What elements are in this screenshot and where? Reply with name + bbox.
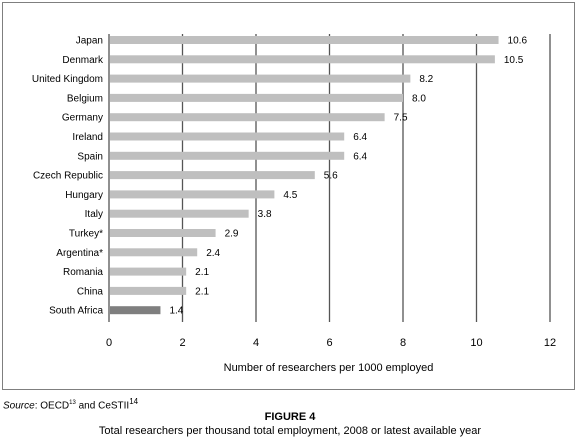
bar	[110, 248, 198, 257]
bar	[110, 36, 499, 44]
figure-caption: Total researchers per thousand total emp…	[98, 425, 482, 437]
category-label: Japan	[76, 36, 103, 47]
category-label: China	[77, 286, 104, 297]
data-label: 10.6	[508, 36, 528, 47]
bar	[110, 190, 275, 199]
category-label: Turkey*	[69, 229, 103, 240]
data-label: 2.1	[195, 286, 209, 297]
category-label: South Africa	[49, 306, 103, 317]
data-label: 1.4	[169, 306, 183, 317]
data-label: 10.5	[504, 55, 524, 66]
data-label: 2.1	[195, 267, 209, 278]
bar-chart: 0 2 4 6 8 10 12 Japan 10.6 Denmark 10.5 United King…	[32, 34, 556, 374]
source-and: and	[75, 400, 99, 412]
category-label: Denmark	[62, 55, 104, 66]
category-label: Spain	[77, 151, 103, 162]
chart-frame	[2, 2, 575, 390]
data-label: 3.8	[258, 209, 272, 220]
data-label: 6.4	[353, 151, 367, 162]
data-label: 5.6	[324, 171, 338, 182]
category-label: Hungary	[65, 190, 103, 201]
bar	[110, 93, 403, 102]
data-label: 6.4	[353, 132, 367, 143]
bar	[110, 306, 161, 315]
x-tick-label: 0	[106, 337, 112, 349]
category-label: Argentina*	[56, 248, 103, 259]
x-tick-label: 2	[179, 337, 185, 349]
x-tick-label: 4	[253, 337, 259, 349]
source-cestii-ref: 14	[129, 397, 139, 406]
data-label: 8.2	[419, 74, 433, 85]
x-tick-label: 12	[544, 337, 556, 349]
labels: 0 2 4 6 8 10 12 Japan 10.6 Denmark 10.5 United King…	[32, 36, 556, 350]
category-label: Belgium	[67, 93, 103, 104]
bar	[110, 151, 345, 160]
category-label: Czech Republic	[33, 171, 103, 182]
category-label: United Kingdom	[32, 74, 103, 85]
source-oecd: OECD	[40, 400, 70, 412]
bar	[110, 286, 187, 295]
x-tick-label: 6	[326, 337, 332, 349]
figure-label: FIGURE 4	[264, 411, 316, 423]
source-label: Source	[3, 400, 35, 412]
bar	[110, 171, 315, 180]
category-label: Romania	[63, 267, 103, 278]
source-note: Source: OECD13 and CeSTII14	[3, 397, 138, 411]
data-label: 8.0	[412, 93, 426, 104]
bar	[110, 267, 187, 276]
x-tick-label: 10	[470, 337, 482, 349]
bar	[110, 229, 216, 237]
x-tick-label: 8	[400, 337, 406, 349]
source-cestii: CeSTII	[98, 400, 130, 412]
category-label: Ireland	[72, 132, 103, 143]
bar	[110, 74, 411, 83]
data-label: 2.4	[206, 248, 220, 259]
bar	[110, 113, 385, 122]
bar	[110, 132, 345, 141]
source-separator: :	[34, 400, 41, 412]
source-oecd-ref: 13	[69, 400, 76, 406]
data-label: 2.9	[225, 229, 239, 240]
bar	[110, 209, 249, 218]
category-label: Germany	[62, 113, 103, 124]
data-label: 7.5	[394, 113, 408, 124]
bars	[110, 36, 499, 315]
data-label: 4.5	[283, 190, 297, 201]
bar	[110, 55, 495, 64]
x-axis-title: Number of researchers per 1000 employed	[224, 362, 434, 374]
category-label: Italy	[85, 209, 103, 220]
